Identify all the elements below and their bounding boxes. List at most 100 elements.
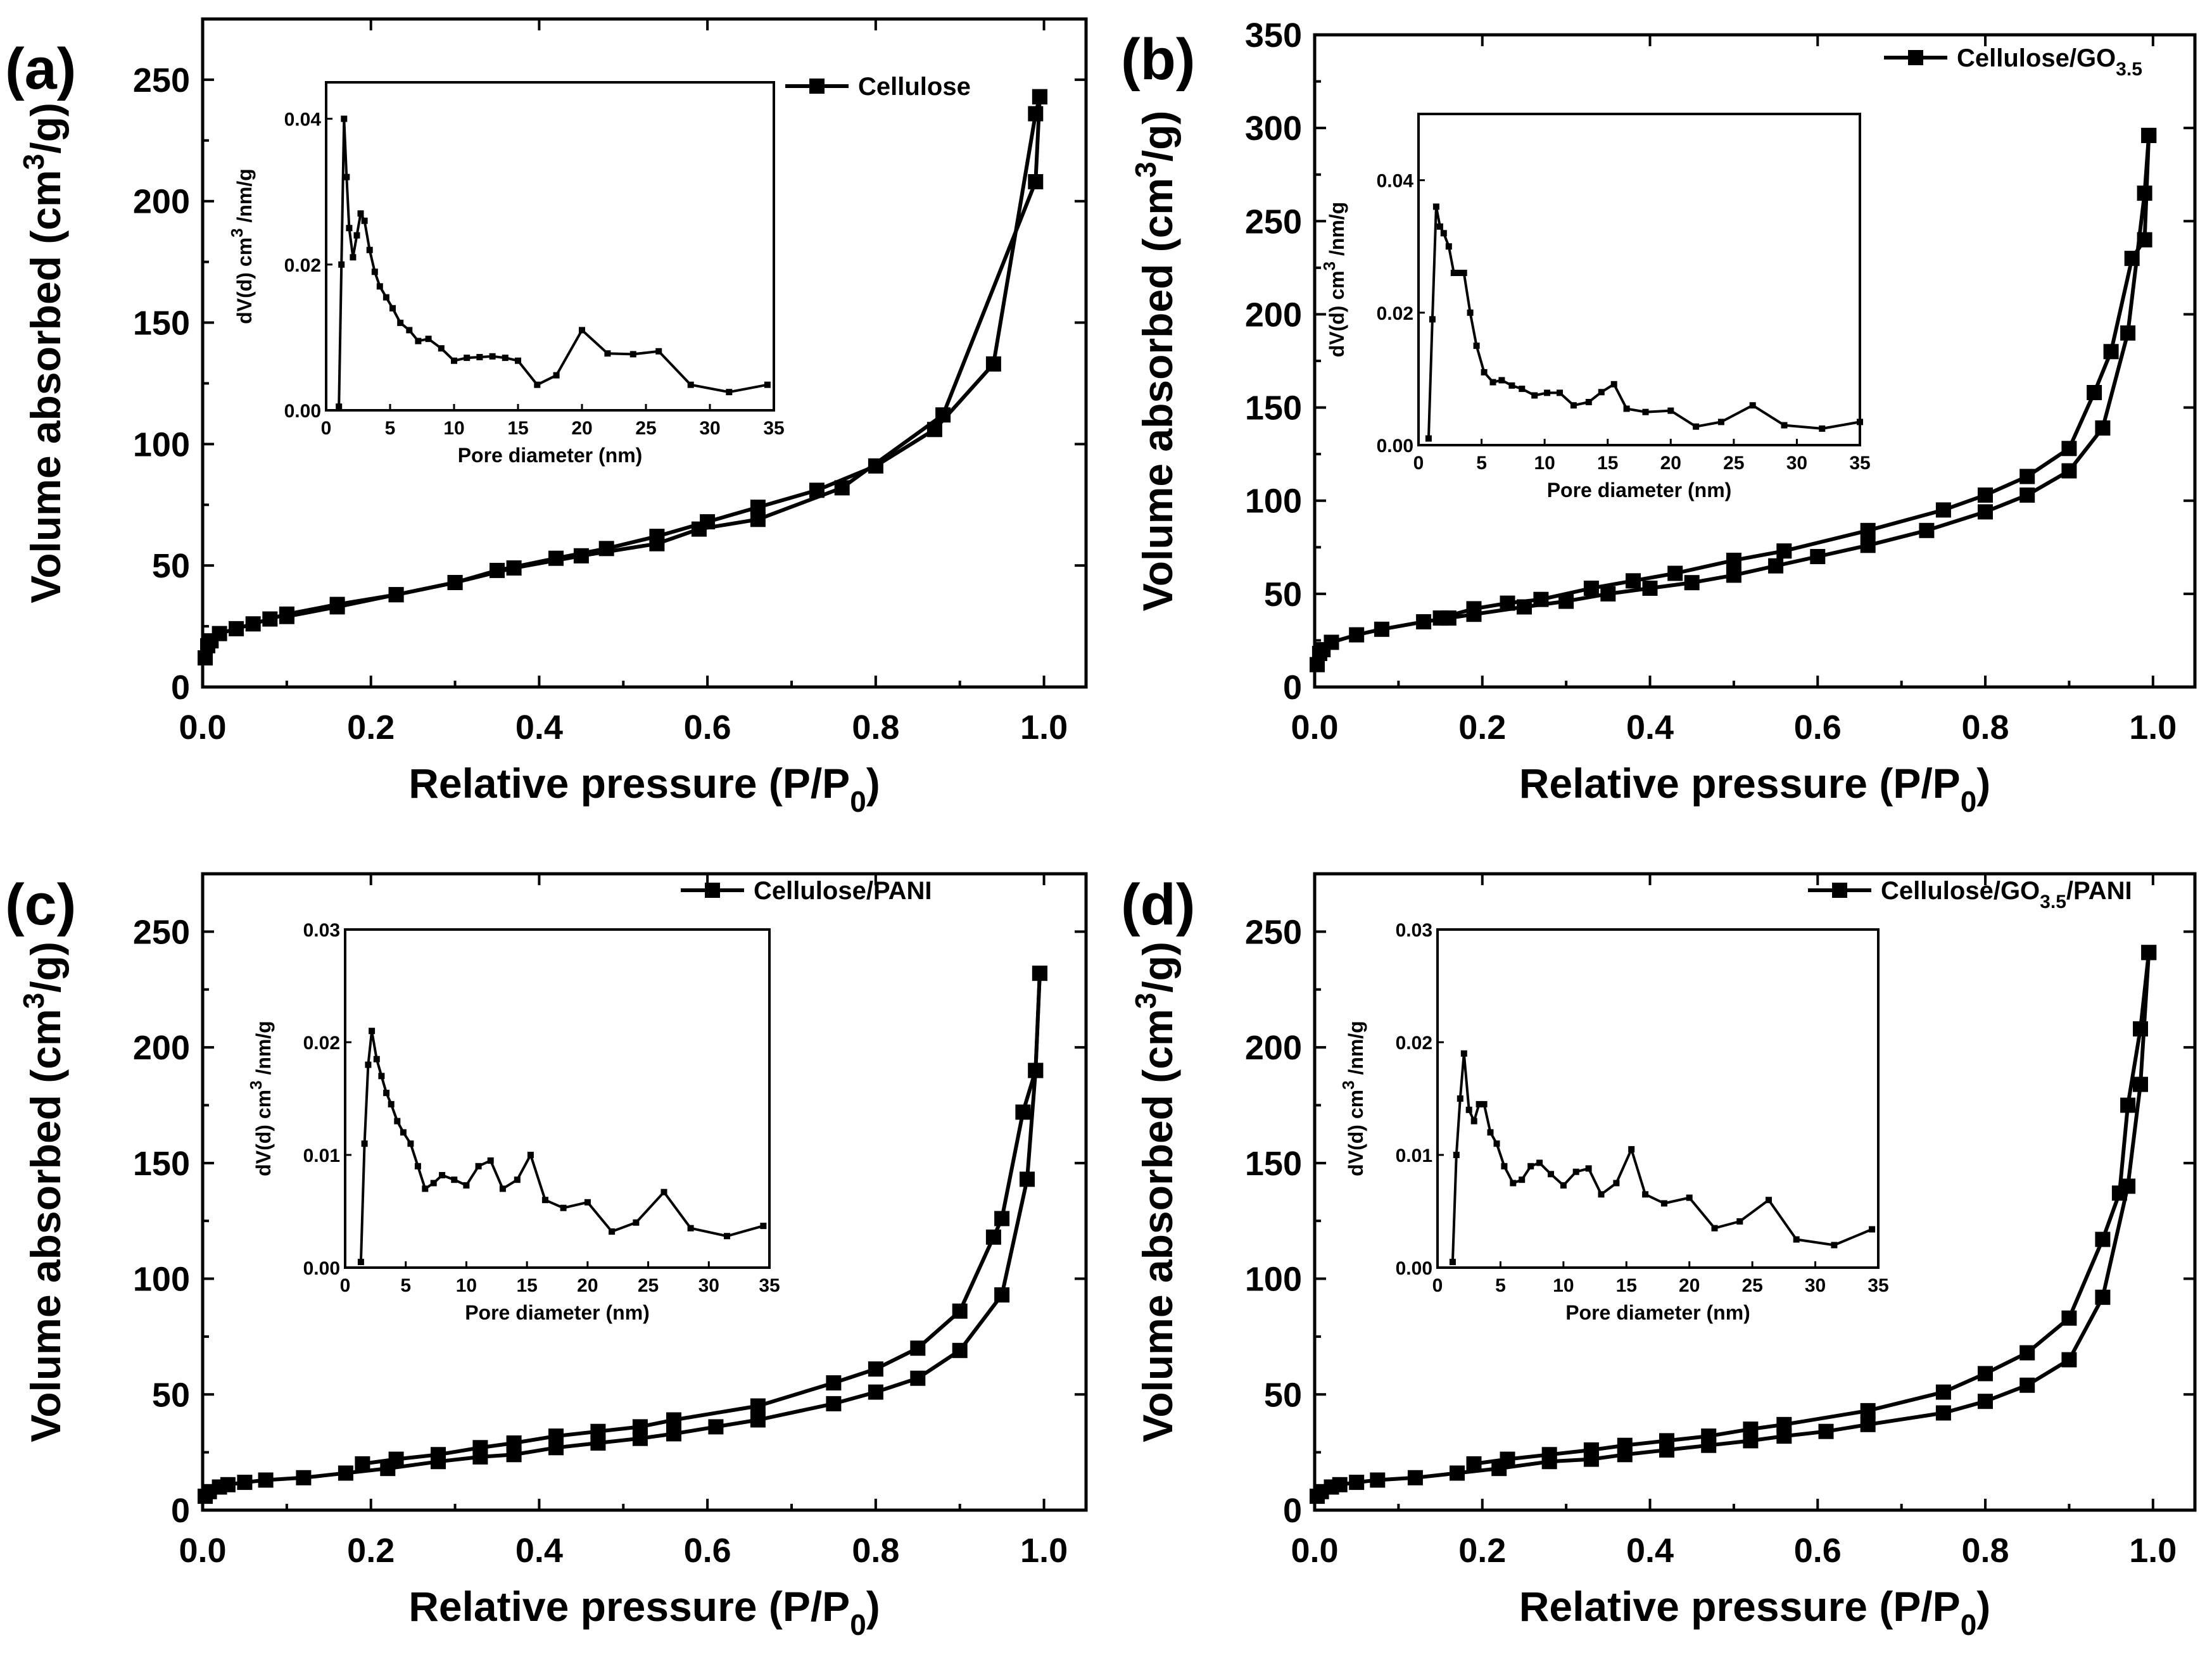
desorption-point xyxy=(834,480,850,496)
pore-distribution-point xyxy=(438,345,445,352)
y-axis-label-end: /g) xyxy=(1134,111,1181,162)
pore-distribution-point xyxy=(1489,379,1496,386)
pore-distribution-point xyxy=(660,1188,667,1195)
adsorption-point xyxy=(2133,1076,2148,1092)
inset-y-axis-label-superscript: 3 xyxy=(1320,262,1339,270)
inset-x-tick-label: 35 xyxy=(763,418,784,439)
desorption-point xyxy=(1776,1416,1792,1432)
pore-distribution-point xyxy=(1560,1182,1567,1189)
x-axis-label-end: ) xyxy=(866,760,880,807)
desorption-point xyxy=(279,608,294,624)
pore-distribution-point xyxy=(584,1199,591,1206)
pore-distribution-point xyxy=(1460,270,1467,276)
desorption-point xyxy=(1935,1384,1951,1400)
inset-y-tick-label: 0.04 xyxy=(1377,171,1414,192)
y-axis-label-main: Volume absorbed (cm xyxy=(1134,1009,1181,1442)
inset-y-axis-label-end: /nm/g xyxy=(252,1021,275,1080)
pore-distribution-point xyxy=(1793,1236,1800,1243)
x-axis-label-end: ) xyxy=(866,1583,880,1630)
pore-distribution-point xyxy=(464,355,471,362)
x-axis-label-main: Relative pressure (P/P xyxy=(408,1583,850,1630)
desorption-point xyxy=(1743,1421,1759,1437)
adsorption-point xyxy=(985,356,1001,372)
pore-distribution-point xyxy=(1519,1176,1526,1183)
pore-distribution-point xyxy=(1613,1180,1620,1187)
x-axis-label: Relative pressure (P/P0) xyxy=(408,760,880,818)
inset-x-axis-label: Pore diameter (nm) xyxy=(465,1301,650,1324)
pore-distribution-point xyxy=(1781,422,1788,429)
adsorption-point xyxy=(826,1396,842,1411)
inset-x-tick-label: 30 xyxy=(1805,1275,1826,1296)
x-tick-label: 1.0 xyxy=(1020,709,1068,747)
pore-distribution-point xyxy=(369,1028,376,1035)
desorption-point xyxy=(1032,966,1047,981)
adsorption-point xyxy=(262,611,278,627)
y-tick-label: 300 xyxy=(1245,110,1302,148)
pore-distribution-point xyxy=(1501,1163,1508,1169)
y-tick-label: 200 xyxy=(1245,296,1302,334)
inset-y-tick-label: 0.03 xyxy=(303,920,340,941)
pore-distribution-point xyxy=(1667,407,1674,414)
pore-distribution-point xyxy=(502,355,509,362)
pore-distribution-point xyxy=(487,1157,494,1164)
desorption-point xyxy=(1028,1062,1044,1078)
adsorption-point xyxy=(212,626,227,641)
pore-distribution-point xyxy=(382,294,389,301)
pore-distribution-point xyxy=(1457,1095,1463,1102)
legend: Cellulose/GO3.5 xyxy=(1884,44,2142,80)
pore-distribution-point xyxy=(463,1182,470,1189)
desorption-point xyxy=(388,587,404,603)
pore-distribution-point xyxy=(687,381,694,388)
adsorption-point xyxy=(1332,1477,1348,1492)
adsorption-point xyxy=(868,1384,883,1400)
adsorption-point xyxy=(910,1370,926,1386)
pore-distribution-point xyxy=(366,246,373,253)
chart-panel-c: 0.0 0.2 0.4 0.6 0.8 1.0050100150200250Relativ… xyxy=(5,872,1088,1641)
legend: Cellulose/GO3.5/PANI xyxy=(1808,877,2132,912)
desorption-point xyxy=(1533,591,1549,607)
pore-distribution-point xyxy=(1548,1171,1554,1178)
x-tick-label: 0.6 xyxy=(1794,1532,1842,1570)
y-tick-label: 100 xyxy=(133,1261,190,1299)
desorption-point xyxy=(1015,1104,1031,1120)
adsorption-point xyxy=(1818,1423,1834,1439)
pore-distribution-point xyxy=(560,1204,567,1211)
pore-distribution-point xyxy=(1869,1226,1876,1233)
legend-label-main: Cellulose xyxy=(858,73,971,101)
pore-distribution-point xyxy=(1436,223,1443,230)
adsorption-point xyxy=(2019,487,2035,503)
desorption-point xyxy=(2061,441,2077,457)
inset-x-tick-label: 30 xyxy=(699,418,720,439)
inset-x-axis-label: Pore diameter (nm) xyxy=(458,444,643,467)
pore-distribution-point xyxy=(389,305,396,312)
pore-distribution-point xyxy=(1819,425,1826,432)
y-axis-label-end: /g) xyxy=(1134,942,1181,993)
x-tick-label: 0.4 xyxy=(515,1532,563,1570)
desorption-point xyxy=(1860,1402,1876,1418)
inset-x-tick-label: 20 xyxy=(571,418,592,439)
y-axis-label-superscript: 3 xyxy=(17,154,50,170)
pore-distribution-point xyxy=(553,372,560,379)
pore-distribution-point xyxy=(1572,1168,1579,1175)
adsorption-point xyxy=(1919,522,1935,538)
adsorption-point xyxy=(2095,1289,2111,1305)
y-axis-label-end: /g) xyxy=(22,942,69,993)
adsorption-point xyxy=(1324,634,1339,650)
pore-distribution-point xyxy=(430,1180,437,1187)
desorption-point xyxy=(1978,1366,1993,1382)
pore-distribution-point xyxy=(609,1228,616,1235)
desorption-point xyxy=(1626,573,1641,589)
desorption-point xyxy=(2111,1185,2127,1201)
desorption-point xyxy=(447,575,463,590)
pore-distribution-point xyxy=(687,1225,694,1232)
pore-distribution-point xyxy=(1440,230,1447,237)
x-axis-label: Relative pressure (P/P0) xyxy=(1519,760,1991,818)
panel-label: (a) xyxy=(5,37,76,101)
adsorption-point xyxy=(952,1342,968,1358)
chart-panel-a: 0.0 0.2 0.4 0.6 0.8 1.0050100150200250Relativ… xyxy=(5,17,1088,818)
pore-distribution-point xyxy=(406,327,413,334)
adsorption-point xyxy=(1935,1405,1951,1421)
pore-distribution-point xyxy=(1557,389,1563,396)
inset-y-axis-label-end: /nm/g xyxy=(233,168,256,228)
y-tick-label: 50 xyxy=(152,1376,190,1414)
